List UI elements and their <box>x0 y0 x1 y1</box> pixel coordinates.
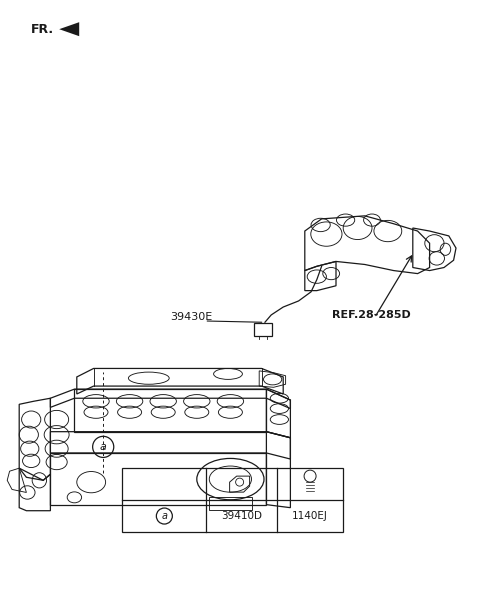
Polygon shape <box>59 22 79 36</box>
Text: 1140EJ: 1140EJ <box>292 511 328 521</box>
Text: 39430E: 39430E <box>170 313 213 322</box>
Text: a: a <box>100 442 107 452</box>
Text: 39410D: 39410D <box>221 511 262 521</box>
Text: REF.28-285D: REF.28-285D <box>332 310 411 320</box>
Text: FR.: FR. <box>31 22 54 36</box>
Bar <box>254 323 272 336</box>
Bar <box>122 468 343 532</box>
Text: a: a <box>161 511 168 521</box>
